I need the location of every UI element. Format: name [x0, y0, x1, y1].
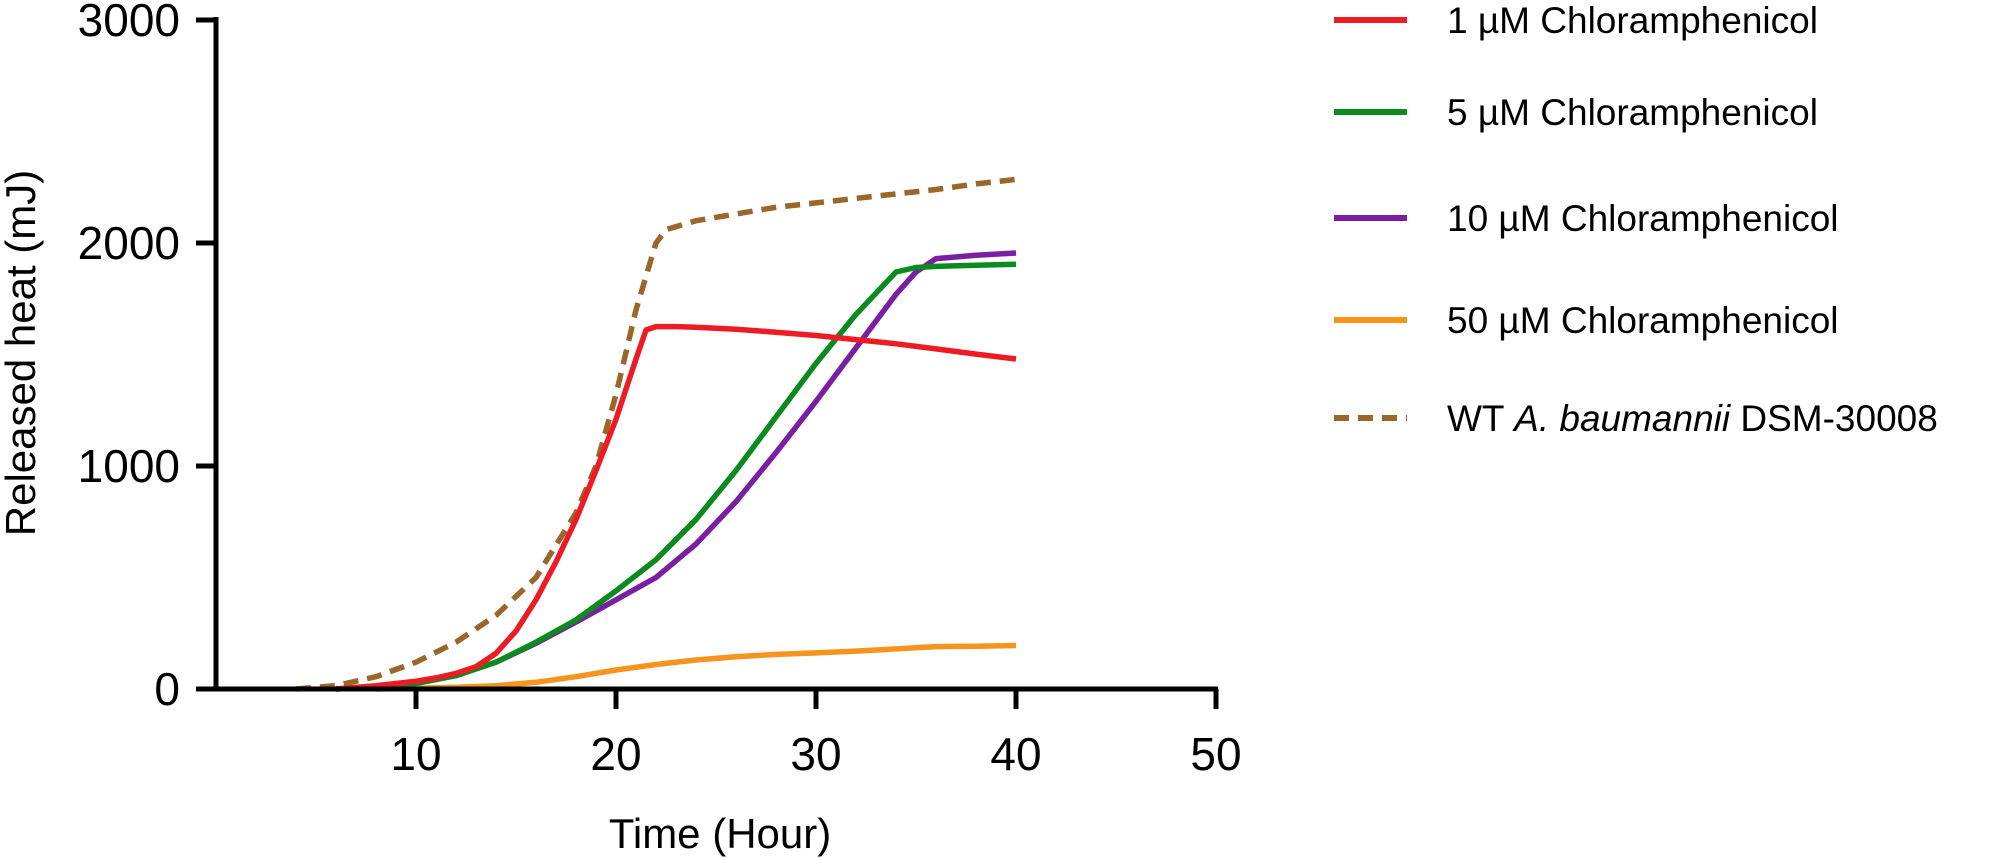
series-line-4 [375, 642, 1017, 692]
legend-label: 5 µM Chloramphenicol [1447, 92, 1818, 133]
legend-label-part: 50 µM Chloramphenicol [1447, 300, 1839, 341]
legend-label: WT A. baumannii DSM-30008 [1447, 398, 1938, 439]
x-tick-label: 50 [1190, 728, 1241, 780]
x-tick-label: 30 [790, 728, 841, 780]
legend-item-5: WT A. baumannii DSM-30008 [1334, 398, 1938, 439]
y-tick-label: 3000 [78, 0, 180, 46]
legend-label: 1 µM Chloramphenicol [1447, 0, 1818, 41]
x-tick-label: 40 [990, 728, 1041, 780]
x-tick-label: 10 [390, 728, 441, 780]
y-axis-title: Released heat (mJ) [0, 170, 44, 537]
axis-ticks: 10 20 30 40 50 0 1000 2000 3000 [78, 0, 1242, 780]
legend-label-part: 5 µM Chloramphenicol [1447, 92, 1818, 133]
legend-item-4: 50 µM Chloramphenicol [1334, 300, 1839, 341]
legend-label-part: 1 µM Chloramphenicol [1447, 0, 1818, 41]
y-tick-label: 0 [154, 663, 180, 715]
legend: 1 µM Chloramphenicol 5 µM Chloramphenicol… [1334, 0, 1938, 439]
series-layer [295, 176, 1017, 692]
series-line-1 [335, 323, 1017, 692]
legend-label-part: A. baumannii [1512, 398, 1732, 439]
legend-label-part: DSM-30008 [1730, 398, 1938, 439]
y-tick-label: 1000 [78, 440, 180, 492]
legend-item-3: 10 µM Chloramphenicol [1334, 198, 1839, 239]
legend-item-1: 1 µM Chloramphenicol [1334, 0, 1818, 41]
x-tick-label: 20 [590, 728, 641, 780]
legend-label: 50 µM Chloramphenicol [1447, 300, 1839, 341]
legend-label-part: 10 µM Chloramphenicol [1447, 198, 1839, 239]
legend-label-part: WT [1447, 398, 1514, 439]
series-line-3 [335, 250, 1017, 692]
legend-label: 10 µM Chloramphenicol [1447, 198, 1839, 239]
series-line-5 [295, 176, 1017, 692]
legend-item-2: 5 µM Chloramphenicol [1334, 92, 1818, 133]
x-axis-title: Time (Hour) [609, 810, 831, 857]
plot-area: 10 20 30 40 50 0 1000 2000 3000 [78, 0, 1242, 780]
y-tick-label: 2000 [78, 217, 180, 269]
